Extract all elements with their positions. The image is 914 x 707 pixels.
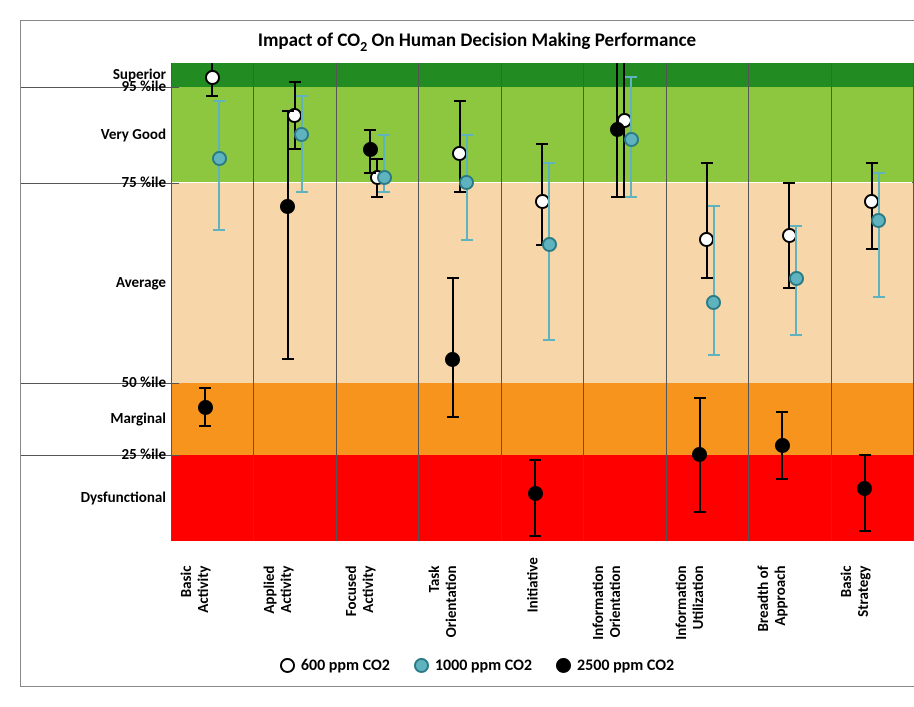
- x-gridline: [831, 63, 832, 541]
- title-pre: Impact of CO: [258, 29, 360, 52]
- x-category-label: BasicStrategy: [839, 566, 872, 617]
- legend-label: 2500 ppm CO2: [577, 656, 674, 675]
- x-category-label: Initiative: [526, 557, 543, 612]
- y-band-label: Superior: [113, 66, 171, 84]
- x-category-label: Breadth ofApproach: [756, 566, 789, 632]
- y-band-label: Marginal: [110, 410, 171, 428]
- y-band-label: Very Good: [101, 126, 171, 144]
- chart-title: Impact of CO2 On Human Decision Making P…: [21, 29, 914, 55]
- plot-area: 95 %ile75 %ile50 %ile25 %ileSuperiorVery…: [171, 63, 913, 541]
- x-category-label: InformationOrientation: [591, 566, 624, 640]
- x-gridline: [666, 63, 667, 541]
- x-gridline: [253, 63, 254, 541]
- x-gridline: [748, 63, 749, 541]
- legend-label: 600 ppm CO2: [301, 656, 390, 675]
- x-gridline: [171, 63, 172, 541]
- x-gridline: [583, 63, 584, 541]
- legend-label: 1000 ppm CO2: [435, 656, 532, 675]
- y-band-label: Dysfunctional: [81, 489, 171, 507]
- x-gridline: [418, 63, 419, 541]
- performance-band: [171, 383, 913, 455]
- y-tick-label: 25 %ile: [122, 446, 171, 464]
- legend-swatch: [280, 658, 295, 673]
- x-category-label: AppliedActivity: [262, 566, 295, 614]
- x-gridline: [501, 63, 502, 541]
- chart-frame: Impact of CO2 On Human Decision Making P…: [20, 20, 914, 687]
- x-category-label: FocusedActivity: [344, 566, 377, 617]
- y-tick-label: 75 %ile: [122, 174, 171, 192]
- legend-item: 1000 ppm CO2: [414, 656, 532, 675]
- legend-swatch: [556, 658, 571, 673]
- legend-item: 600 ppm CO2: [280, 656, 390, 675]
- legend-item: 2500 ppm CO2: [556, 656, 674, 675]
- y-tick-label: 50 %ile: [122, 374, 171, 392]
- x-category-label: InformationUtilization: [674, 566, 707, 640]
- x-gridline: [336, 63, 337, 541]
- performance-band: [171, 63, 913, 87]
- legend: 600 ppm CO2 1000 ppm CO2 2500 ppm CO2: [21, 656, 914, 678]
- performance-band: [171, 455, 913, 541]
- title-post: On Human Decision Making Performance: [367, 29, 696, 52]
- x-category-label: BasicActivity: [179, 566, 212, 613]
- y-band-label: Average: [116, 274, 171, 292]
- x-category-label: TaskOrientation: [427, 566, 460, 638]
- legend-swatch: [414, 658, 429, 673]
